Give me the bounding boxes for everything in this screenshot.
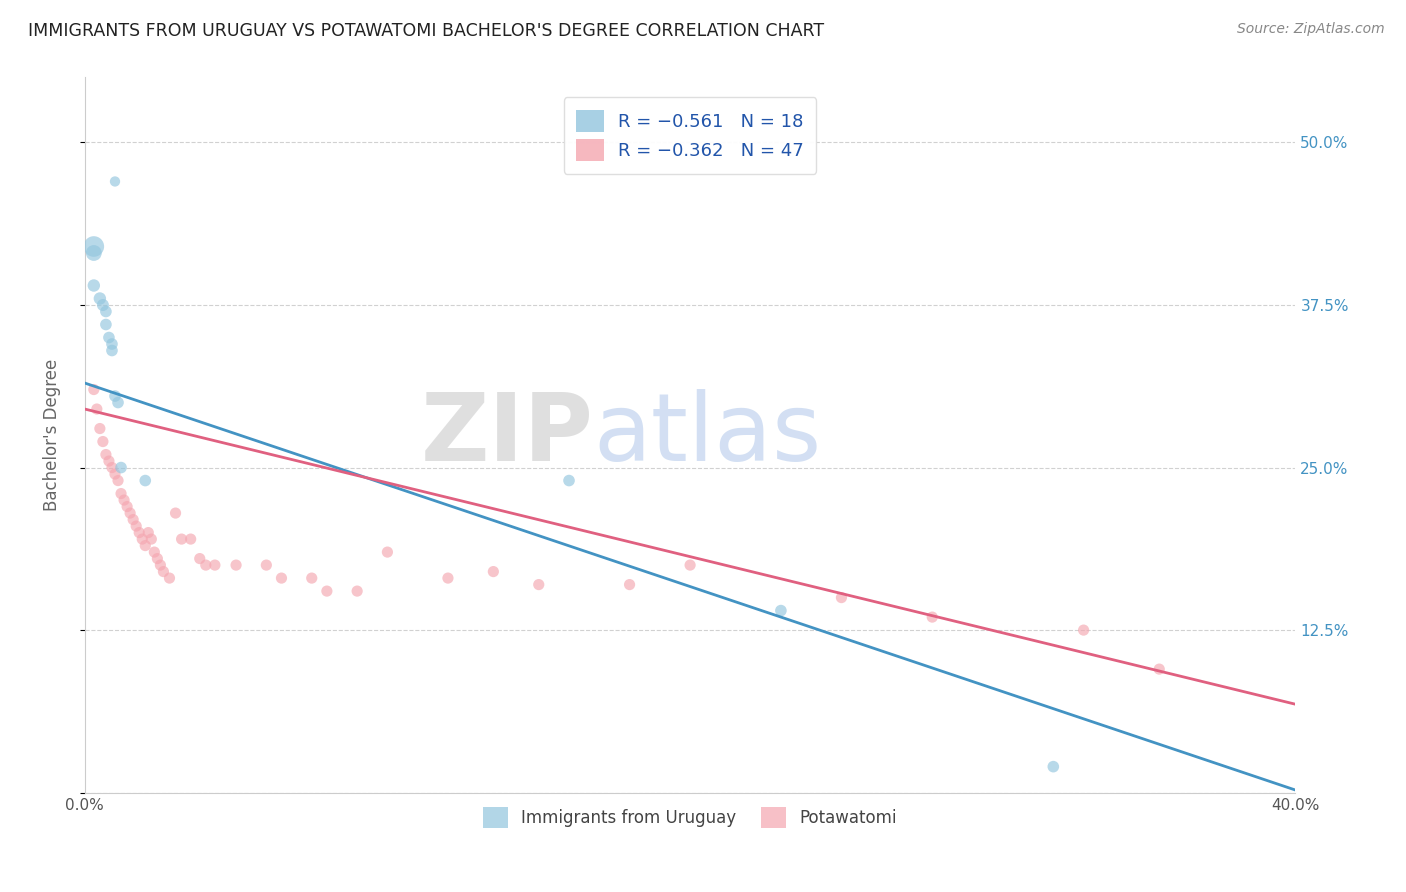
Point: [1042, 759, 1064, 773]
Point: [254, 558, 277, 573]
Text: atlas: atlas: [593, 389, 821, 481]
Point: [830, 591, 852, 605]
Point: [270, 571, 292, 585]
Point: [1073, 623, 1095, 637]
Point: [225, 558, 247, 573]
Point: [437, 571, 460, 585]
Point: [83, 383, 105, 397]
Point: [94, 318, 117, 332]
Y-axis label: Bachelor's Degree: Bachelor's Degree: [44, 359, 60, 511]
Point: [104, 467, 127, 481]
Point: [89, 292, 111, 306]
Point: [152, 565, 174, 579]
Point: [125, 519, 148, 533]
Point: [165, 506, 187, 520]
Point: [120, 506, 142, 520]
Point: [112, 493, 135, 508]
Point: [101, 343, 124, 358]
Point: [104, 174, 127, 188]
Point: [146, 551, 169, 566]
Point: [122, 512, 145, 526]
Point: [101, 337, 124, 351]
Point: [83, 239, 105, 253]
Point: [921, 610, 943, 624]
Point: [115, 500, 138, 514]
Point: [769, 604, 792, 618]
Point: [83, 278, 105, 293]
Point: [149, 558, 172, 573]
Point: [128, 525, 150, 540]
Point: [346, 584, 368, 599]
Point: [679, 558, 702, 573]
Point: [180, 532, 202, 546]
Point: [143, 545, 166, 559]
Point: [204, 558, 226, 573]
Point: [619, 577, 641, 591]
Point: [188, 551, 211, 566]
Point: [136, 525, 159, 540]
Point: [91, 434, 114, 449]
Text: ZIP: ZIP: [420, 389, 593, 481]
Point: [301, 571, 323, 585]
Point: [89, 421, 111, 435]
Point: [134, 539, 156, 553]
Text: IMMIGRANTS FROM URUGUAY VS POTAWATOMI BACHELOR'S DEGREE CORRELATION CHART: IMMIGRANTS FROM URUGUAY VS POTAWATOMI BA…: [28, 22, 824, 40]
Point: [110, 486, 132, 500]
Point: [141, 532, 163, 546]
Point: [194, 558, 217, 573]
Point: [83, 246, 105, 260]
Legend: Immigrants from Uruguay, Potawatomi: Immigrants from Uruguay, Potawatomi: [477, 801, 904, 834]
Point: [107, 395, 129, 409]
Point: [107, 474, 129, 488]
Point: [94, 304, 117, 318]
Text: Source: ZipAtlas.com: Source: ZipAtlas.com: [1237, 22, 1385, 37]
Point: [315, 584, 337, 599]
Point: [170, 532, 193, 546]
Point: [159, 571, 181, 585]
Point: [91, 298, 114, 312]
Point: [1149, 662, 1171, 676]
Point: [527, 577, 550, 591]
Point: [101, 460, 124, 475]
Point: [86, 402, 108, 417]
Point: [558, 474, 581, 488]
Point: [110, 460, 132, 475]
Point: [97, 330, 120, 344]
Point: [482, 565, 505, 579]
Point: [97, 454, 120, 468]
Point: [131, 532, 153, 546]
Point: [377, 545, 399, 559]
Point: [104, 389, 127, 403]
Point: [134, 474, 156, 488]
Point: [94, 448, 117, 462]
